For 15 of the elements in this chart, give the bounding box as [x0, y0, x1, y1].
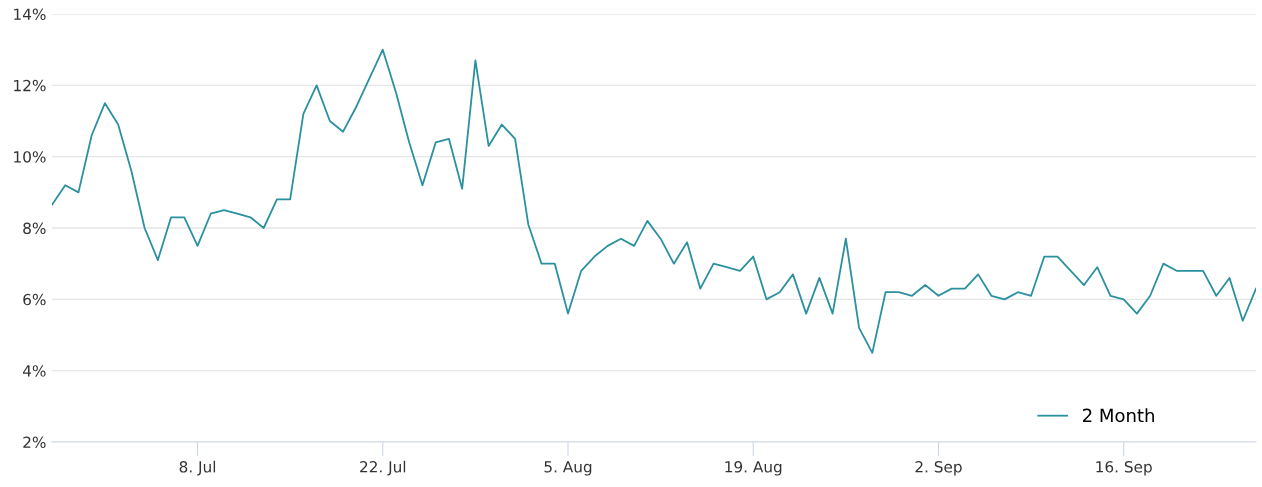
x-tick-label: 19. Aug: [725, 461, 782, 476]
y-tick-label: 6%: [23, 293, 46, 306]
x-tick-label: 16. Sep: [1096, 461, 1152, 476]
x-tick-label: 5. Aug: [544, 461, 592, 476]
y-tick-label: 12%: [14, 79, 46, 92]
legend-label: 2 Month: [1082, 408, 1154, 423]
y-tick-label: 8%: [23, 222, 46, 235]
y-tick-label: 2%: [23, 436, 46, 449]
x-tick-label: 8. Jul: [179, 460, 216, 476]
y-tick-label: 10%: [14, 151, 46, 163]
x-tick-label: 22. Jul: [360, 460, 406, 476]
y-tick-label: 14%: [14, 8, 46, 21]
line-series: [52, 48, 1256, 354]
y-tick-label: 4%: [22, 365, 46, 377]
x-tick-label: 2. Sep: [915, 461, 962, 476]
